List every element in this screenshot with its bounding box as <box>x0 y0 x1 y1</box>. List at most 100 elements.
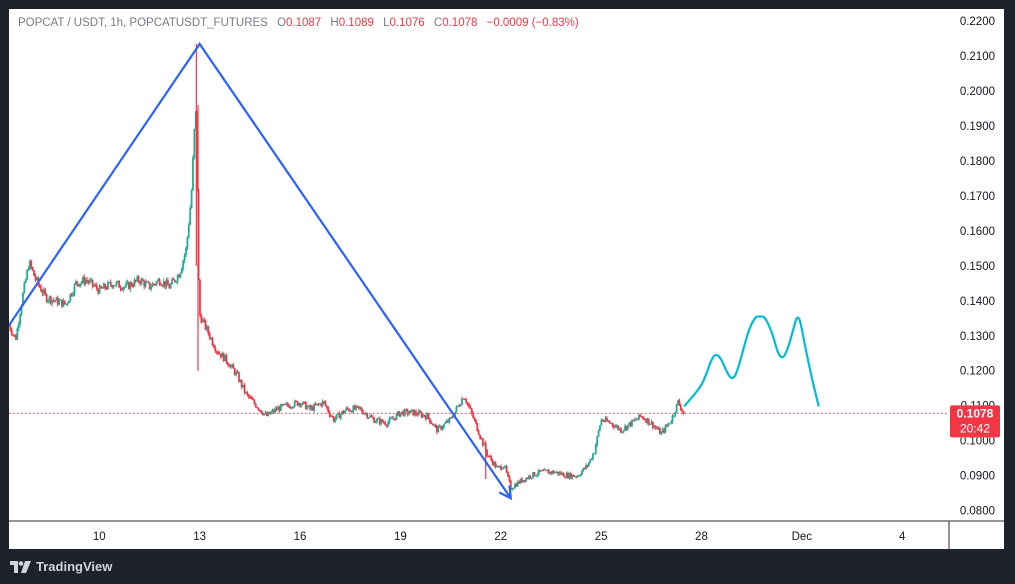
candle-body <box>10 330 13 335</box>
candle-body <box>618 428 621 430</box>
candle-body <box>345 407 348 411</box>
candle-body <box>429 418 431 423</box>
candle-body <box>561 473 564 475</box>
candle-body <box>422 414 424 418</box>
high-label: H <box>330 17 339 29</box>
candle-body <box>376 418 378 422</box>
price-tick-label: 0.1200 <box>960 366 995 378</box>
candle-body <box>304 402 307 410</box>
candle-body <box>642 416 645 420</box>
candle-body <box>249 397 252 399</box>
candle-body <box>210 337 213 339</box>
candle-body <box>34 275 37 280</box>
last-price-tag: 0.1078 20:42 <box>950 405 1000 438</box>
candle-body <box>98 285 101 294</box>
candle-body <box>586 464 589 467</box>
trendline-drawing[interactable] <box>9 41 512 499</box>
candle-body <box>69 293 72 302</box>
candle-body <box>86 279 88 282</box>
candle-body <box>342 411 345 414</box>
candle-body <box>482 438 484 446</box>
chart-panel[interactable]: 0.2200 0.2100 0.2000 0.1900 0.1800 0.1700 0.16… <box>9 9 1004 549</box>
candle-body <box>444 422 447 425</box>
candle-body <box>645 419 647 423</box>
candle-body <box>534 475 537 477</box>
candle-body <box>643 419 646 421</box>
candle-body <box>381 419 384 423</box>
candle-body <box>501 468 504 470</box>
symbol-title[interactable]: POPCAT / USDT, 1h, POPCATUSDT_FUTURES <box>18 17 268 29</box>
candle-body <box>330 415 332 417</box>
time-axis-labels[interactable]: 10 13 16 19 22 25 28 Dec 4 <box>93 531 906 543</box>
candle-body <box>540 470 543 472</box>
candle-body <box>659 427 661 435</box>
candle-body <box>636 419 639 421</box>
candle-body <box>490 456 493 461</box>
price-chart[interactable]: 0.2200 0.2100 0.2000 0.1900 0.1800 0.1700 0.16… <box>9 9 1004 549</box>
projection-curve-drawing[interactable] <box>683 315 820 407</box>
candle-body <box>551 470 554 474</box>
price-tick-label: 0.1500 <box>960 261 995 273</box>
candle-body <box>182 260 185 269</box>
candle-body <box>621 431 624 433</box>
candle-body <box>580 471 583 475</box>
tradingview-brand[interactable]: TradingView <box>10 559 112 574</box>
candle-body <box>585 464 587 469</box>
candle-body <box>635 419 638 421</box>
candle-body <box>539 470 541 472</box>
candle-body <box>225 354 228 363</box>
candle-body <box>100 285 102 288</box>
candle-body <box>451 417 454 419</box>
candle-body <box>172 279 175 281</box>
symbol-legend[interactable]: POPCAT / USDT, 1h, POPCATUSDT_FUTURES O0… <box>18 17 579 29</box>
candle-body <box>84 279 87 284</box>
price-tick-label: 0.1800 <box>960 156 995 168</box>
candle-body <box>77 284 80 287</box>
candle-body <box>93 285 95 287</box>
candle-body <box>289 407 292 409</box>
candle-body <box>463 398 466 400</box>
candle-body <box>681 409 684 412</box>
candle-body <box>674 412 677 416</box>
candle-body <box>169 284 172 289</box>
candle-body <box>527 475 530 479</box>
candle-body <box>168 285 171 289</box>
change-value: −0.0009 (−0.83%) <box>486 17 579 29</box>
candle-body <box>388 418 391 423</box>
candle-body <box>374 421 377 423</box>
candle-body <box>523 480 526 482</box>
candle-body <box>232 364 235 369</box>
candle-body <box>547 470 550 474</box>
candle-body <box>221 352 224 358</box>
candle-body <box>359 407 362 409</box>
time-tick-label: 28 <box>695 531 708 543</box>
candle-body <box>437 426 440 433</box>
candle-body <box>426 413 429 420</box>
candle-body <box>661 429 664 433</box>
candle-body <box>646 418 649 423</box>
candle-body <box>599 425 601 431</box>
candle-body <box>357 406 360 408</box>
candle-body <box>633 419 636 421</box>
candle-body <box>507 472 509 476</box>
candle-body <box>320 403 323 406</box>
candle-body <box>19 314 22 324</box>
candle-body <box>522 480 525 483</box>
time-tick-label: 19 <box>394 531 407 543</box>
candle-body <box>176 275 179 282</box>
candle-body <box>672 415 675 417</box>
candle-body <box>164 281 167 287</box>
candle-body <box>416 414 419 416</box>
candle-body <box>396 411 399 414</box>
candle-body <box>9 325 12 331</box>
candle-body <box>526 477 529 479</box>
candle-body <box>610 422 613 424</box>
time-tick-label: 22 <box>494 531 507 543</box>
candle-body <box>199 280 201 316</box>
candle-body <box>279 404 282 411</box>
candle-body <box>121 288 123 291</box>
candle-body <box>132 285 134 287</box>
candle-body <box>252 399 254 401</box>
candle-body <box>186 237 189 248</box>
candle-body <box>286 403 289 406</box>
